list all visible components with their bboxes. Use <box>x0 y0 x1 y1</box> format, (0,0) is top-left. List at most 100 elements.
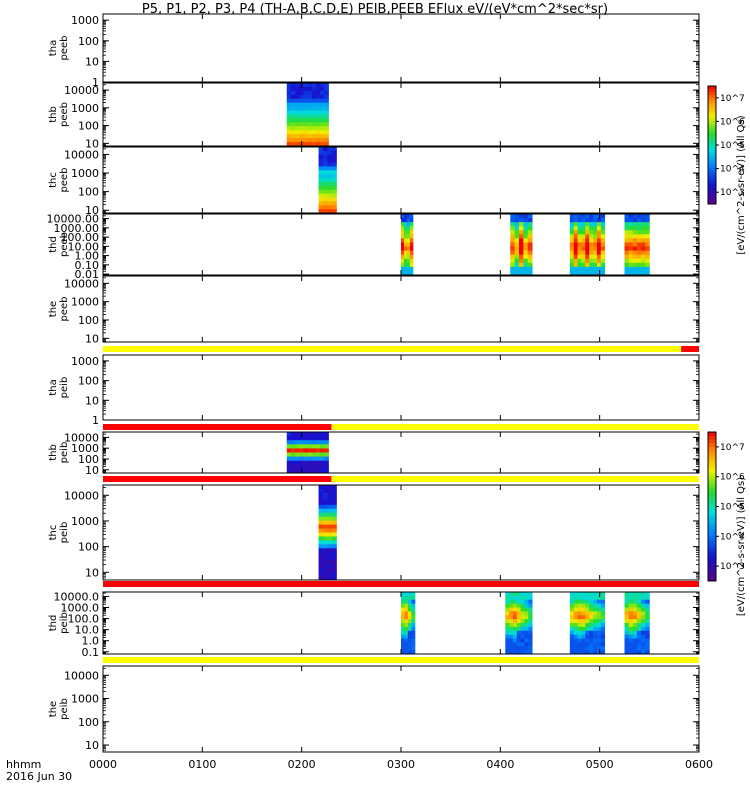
panel-8-block-3-cell <box>632 611 638 616</box>
panel-6-block-0-cell <box>303 436 309 441</box>
panel-3-block-0-cell <box>406 242 411 247</box>
panel-8-block-2-cell <box>585 623 590 628</box>
panel-3-block-1-cell <box>510 262 516 268</box>
panel-7-block-0-cell <box>323 532 328 537</box>
panel-3-ytick-label: 10.00 <box>68 240 100 253</box>
panel-6-block-0-cell <box>320 452 325 457</box>
panel-8-block-2-cell <box>577 642 582 647</box>
panel-8-block-1-cell <box>512 615 518 620</box>
panel-1-block-0-cell <box>307 134 313 139</box>
colorbar-1-swatch <box>708 513 716 519</box>
colorbar-1-swatch <box>708 450 716 455</box>
colorbar-0-swatch <box>708 88 716 93</box>
panel-6-block-0-cell <box>315 460 321 466</box>
colorbar-1-swatch <box>708 577 716 582</box>
panel-3-block-3-cell <box>628 222 634 227</box>
panel-8-block-1-cell <box>505 650 510 655</box>
panel-1-block-0-cell <box>286 90 292 96</box>
colorbar-1-swatch <box>708 510 716 515</box>
panel-3-block-1-cell <box>514 266 520 272</box>
panel-6-block-0-cell <box>311 448 317 453</box>
panel-8-ytick-label: 1.0 <box>82 635 100 648</box>
panel-1-block-0-cell <box>295 126 300 131</box>
panel-8-block-2-cell <box>600 592 606 597</box>
panel-8-block-2-cell <box>569 615 575 620</box>
panel-8-block-1-cell <box>509 615 514 620</box>
panel-3-block-0-cell <box>401 222 405 227</box>
colorbar-1-swatch <box>708 562 716 567</box>
panel-3-block-2-cell <box>569 266 575 272</box>
panel-3-block-1-cell <box>519 254 524 260</box>
panel-3-block-3-cell <box>632 226 638 231</box>
panel-1-block-0-cell <box>315 142 321 147</box>
panel-8-block-1-cell <box>505 607 510 612</box>
panel-2-block-0-cell <box>323 178 328 183</box>
panel-3-block-0-cell <box>409 230 414 235</box>
panel-3-block-0-cell <box>409 218 414 223</box>
panel-3-block-3-cell <box>632 230 638 235</box>
panel-1-block-0-cell <box>286 86 292 92</box>
panel-6-block-0-cell <box>324 464 329 470</box>
panel-8-block-2-cell <box>600 615 606 620</box>
colorbar-0-swatch <box>708 109 716 113</box>
panel-4-ytick-label: 10 <box>85 332 99 345</box>
panel-8-block-2-cell <box>593 619 598 624</box>
panel-8-block-2-cell <box>593 595 598 601</box>
panel-7-ytick-label: 10000 <box>64 489 99 502</box>
panel-8-block-1-cell <box>505 638 510 643</box>
panel-8-block-2-cell <box>596 623 602 628</box>
panel-8-block-0-cell <box>407 595 412 601</box>
colorbar-1-title: [eV/(cm^2-s-sr-eV)] (All Qs) <box>736 477 747 616</box>
panel-8-block-2-cell <box>596 607 602 612</box>
panel-3-block-2-cell <box>585 258 590 264</box>
panel-1-block-0-cell <box>299 122 304 127</box>
panel-7-block-0-cell <box>327 508 333 514</box>
panel-6-block-0-cell <box>299 448 304 453</box>
panel-8-block-2-cell <box>569 650 575 655</box>
panel-3-block-1-cell <box>527 234 533 239</box>
panel-3-block-3-cell <box>628 230 634 235</box>
panel-3-block-2-cell <box>577 242 582 247</box>
panel-3-block-0-cell <box>401 226 405 231</box>
panel-7-block-0-cell <box>323 488 328 494</box>
panel-3-block-2-cell <box>581 258 586 264</box>
colorbar-1-swatch <box>708 525 716 530</box>
panel-1-block-0-cell <box>307 83 313 88</box>
panel-7-block-0-cell <box>318 512 324 518</box>
panel-8-block-2-cell <box>596 642 602 647</box>
colorbar-1-swatch <box>708 458 716 463</box>
panel-3-block-3-cell <box>645 266 650 272</box>
panel-6-block-0-cell <box>324 440 329 445</box>
panel-8-block-1-cell <box>520 638 525 643</box>
panel-3-block-3-cell <box>632 218 638 223</box>
panel-2-block-0-cell <box>323 209 328 214</box>
panel-8-block-1-cell <box>520 623 525 628</box>
panel-1-block-0-cell <box>315 114 321 119</box>
panel-1-block-0-cell <box>324 138 329 143</box>
panel-3-block-1-cell <box>514 238 520 243</box>
panel-3-block-2-cell <box>569 222 575 227</box>
panel-8-block-1-cell <box>520 634 525 639</box>
x-tick-label: 0100 <box>188 758 216 771</box>
panel-3-block-0-cell <box>406 258 411 264</box>
colorbar-1-swatch <box>708 439 716 444</box>
panel-8-block-2-cell <box>600 646 606 651</box>
panel-3-block-1-cell <box>514 230 520 235</box>
panel-8-block-2-cell <box>577 630 582 636</box>
panel-7-block-0-cell <box>331 520 337 525</box>
panel-1-block-0-cell <box>320 142 325 147</box>
panel-3-block-2-cell <box>569 230 575 235</box>
panel-6-block-0-cell <box>286 444 292 449</box>
panel-8-block-1-cell <box>528 642 533 647</box>
panel-8-block-2-cell <box>569 607 575 612</box>
panel-8-block-1-cell <box>528 611 533 616</box>
panel-3-block-2-cell <box>577 226 582 231</box>
panel-3-block-1-cell <box>527 250 533 256</box>
panel-8-block-3-cell <box>624 607 630 612</box>
panel-8-block-3-cell <box>636 592 642 597</box>
panel-8-block-0-cell <box>401 642 405 647</box>
panel-6-block-0-cell <box>320 460 325 466</box>
panel-8-block-1-cell <box>516 592 522 597</box>
panel-8-block-0-cell <box>401 623 405 628</box>
panel-3-block-2-cell <box>577 238 582 243</box>
